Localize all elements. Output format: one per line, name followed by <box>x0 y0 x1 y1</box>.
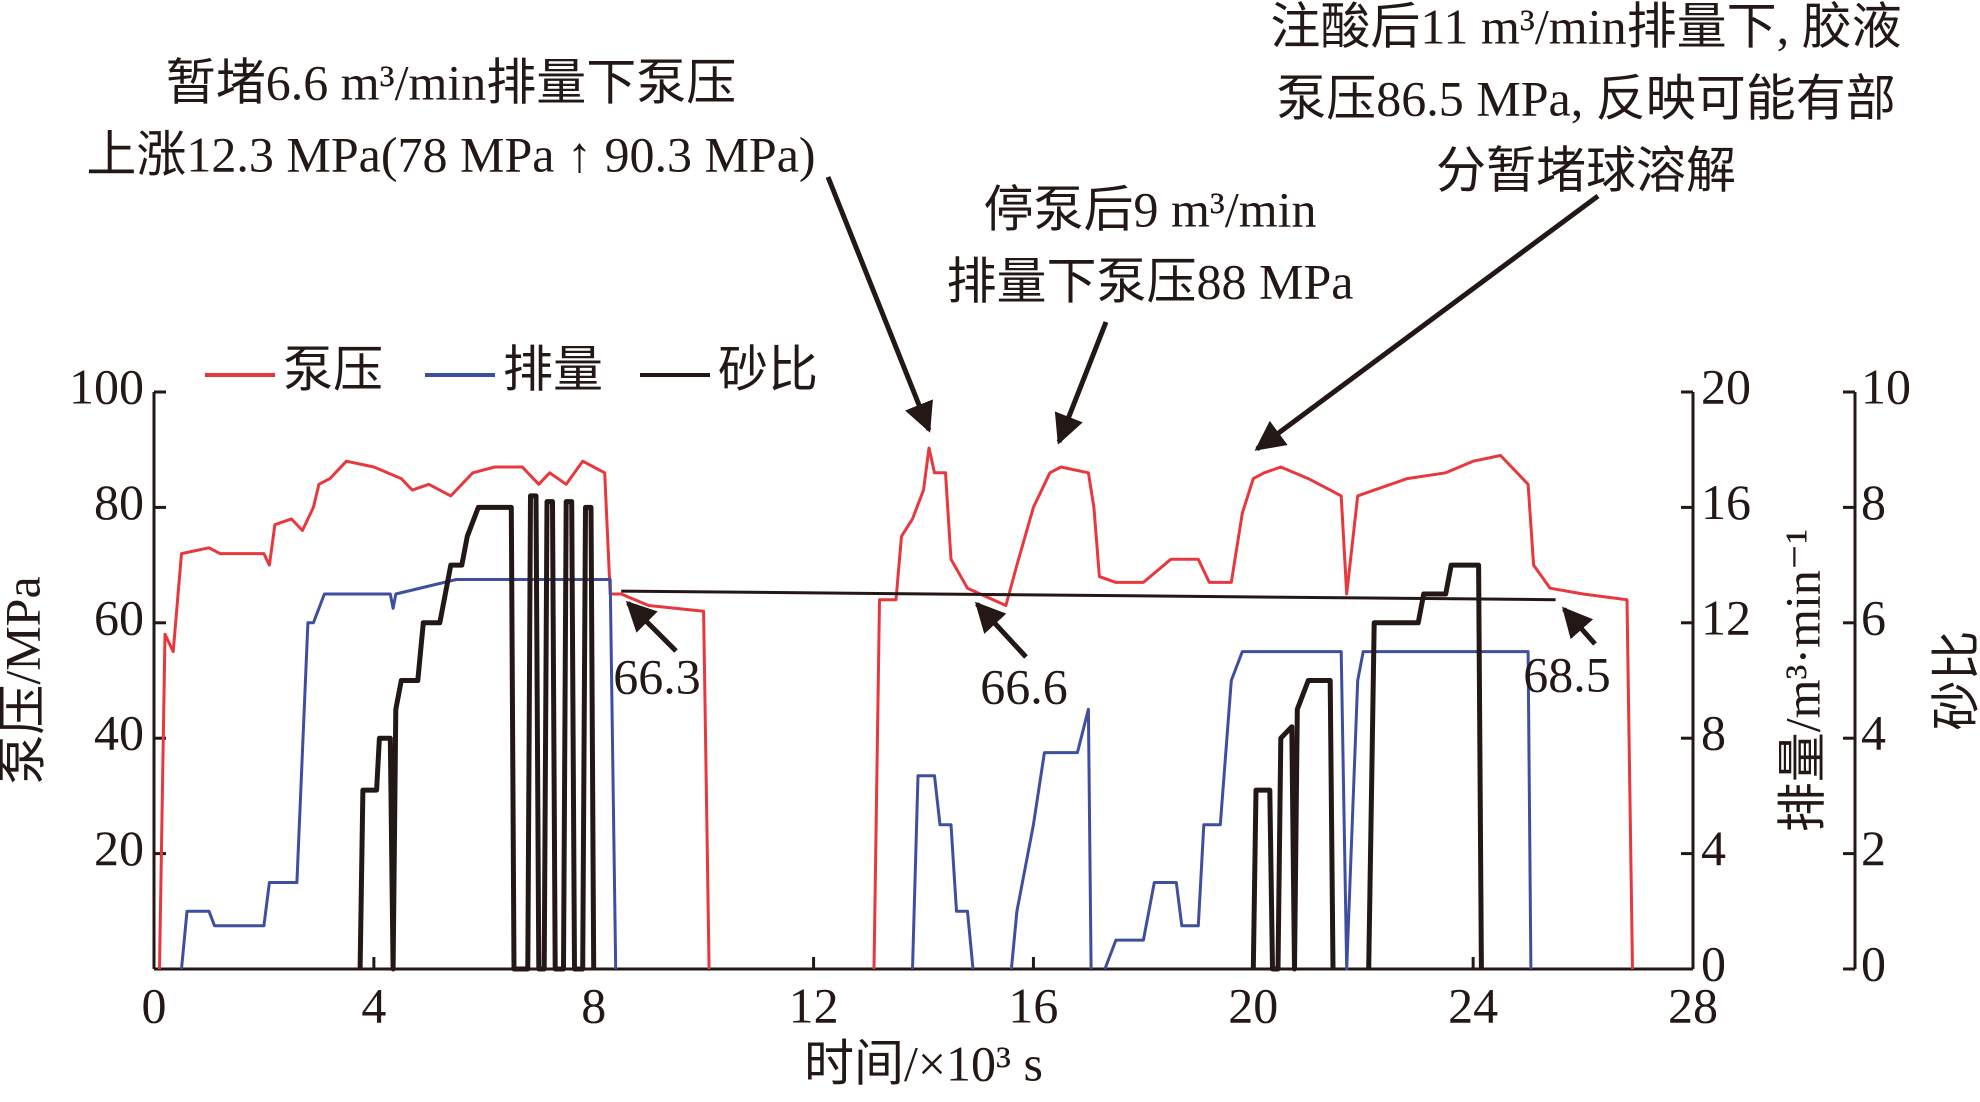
x-tick-label: 12 <box>789 977 839 1033</box>
annotation: 注酸后11 m³/min排量下, 胶液 <box>1270 0 1901 54</box>
point-label: 66.3 <box>613 648 701 704</box>
y-tick-label: 60 <box>94 589 144 645</box>
arrow <box>625 600 678 653</box>
annotation: 上涨12.3 MPa(78 MPa ↑ 90.3 MPa) <box>86 126 815 182</box>
series-line <box>357 493 1484 972</box>
y-tick-label: 20 <box>94 820 144 876</box>
point-label: 68.5 <box>1523 646 1611 702</box>
x-tick-label: 16 <box>1008 977 1058 1033</box>
arrow <box>1254 193 1600 452</box>
point-label: 66.6 <box>980 658 1068 714</box>
y3-axis-label: 砂比 <box>1928 631 1980 731</box>
arrow <box>1054 321 1109 445</box>
annotation: 泵压86.5 MPa, 反映可能有部 <box>1276 70 1895 126</box>
y3-tick-label: 8 <box>1861 474 1886 530</box>
y-tick-label: 100 <box>69 358 144 414</box>
y2-tick-label: 8 <box>1701 705 1726 761</box>
y-axis-label: 泵压/MPa <box>0 576 50 784</box>
y2-tick-label: 16 <box>1701 474 1751 530</box>
y2-tick-label: 0 <box>1701 935 1726 991</box>
x-tick-label: 24 <box>1448 977 1498 1033</box>
arrow <box>974 601 1028 659</box>
annotation: 停泵后9 m³/min <box>983 181 1316 237</box>
annotation: 分暂堵球溶解 <box>1436 142 1736 198</box>
series-line <box>180 578 1533 971</box>
x-tick-label: 8 <box>581 977 606 1033</box>
y3-tick-label: 10 <box>1861 358 1911 414</box>
x-tick-label: 0 <box>142 977 167 1033</box>
y3-tick-label: 4 <box>1861 705 1886 761</box>
y2-axis-label: 排量/m³·min⁻¹ <box>1774 529 1830 833</box>
x-tick-label: 4 <box>361 977 386 1033</box>
arrow <box>1562 606 1597 646</box>
y-tick-label: 40 <box>94 705 144 761</box>
y2-tick-label: 20 <box>1701 358 1751 414</box>
arrow <box>825 176 933 433</box>
legend-label: 泵压 <box>283 341 383 397</box>
annotation: 排量下泵压88 MPa <box>947 253 1354 309</box>
x-tick-label: 28 <box>1668 977 1718 1033</box>
y3-tick-label: 2 <box>1861 820 1886 876</box>
annotation: 暂堵6.6 m³/min排量下泵压 <box>166 54 737 110</box>
y2-tick-label: 12 <box>1701 589 1751 645</box>
y-tick-label: 80 <box>94 474 144 530</box>
series-line <box>158 446 1634 970</box>
y2-tick-label: 4 <box>1701 820 1726 876</box>
x-axis-label: 时间/×10³ s <box>804 1035 1043 1091</box>
y3-tick-label: 6 <box>1861 589 1886 645</box>
x-tick-label: 20 <box>1228 977 1278 1033</box>
reference-line <box>621 589 1556 602</box>
legend-label: 砂比 <box>718 341 818 397</box>
y3-tick-label: 0 <box>1861 935 1886 991</box>
legend-label: 排量 <box>503 341 603 397</box>
